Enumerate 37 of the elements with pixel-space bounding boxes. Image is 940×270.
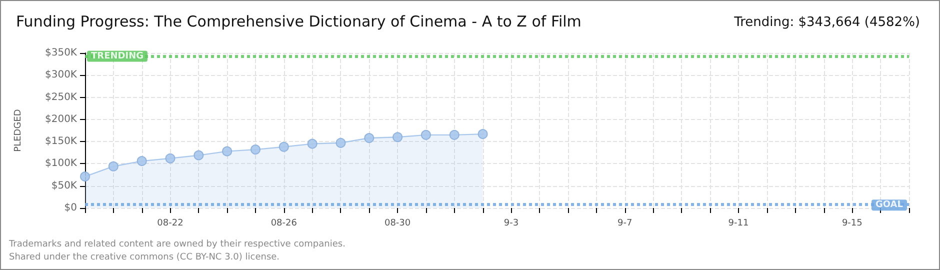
ref-line-label: GOAL bbox=[876, 200, 904, 210]
point bbox=[194, 150, 204, 160]
y-tick-label: $250K bbox=[44, 92, 78, 103]
chart-title: Funding Progress: The Comprehensive Dictionary of Cinema - A to Z of Film bbox=[16, 12, 582, 30]
y-tick-label: $0 bbox=[64, 202, 77, 214]
point bbox=[222, 146, 232, 156]
chart-subtitle: Trending: $343,664 (4582%) bbox=[733, 15, 920, 30]
x-tick-label: 08-22 bbox=[157, 218, 184, 228]
point bbox=[478, 129, 488, 140]
y-tick-label: $100K bbox=[44, 158, 78, 170]
x-tick-label: 9-7 bbox=[618, 218, 632, 228]
point bbox=[420, 130, 431, 140]
text: Trademarks and related content are owned by their respective companies. bbox=[8, 240, 346, 250]
point bbox=[278, 142, 289, 152]
point bbox=[80, 172, 90, 182]
point bbox=[392, 132, 403, 142]
point bbox=[108, 161, 118, 172]
text: Shared under the creative commons (CC BY-NC 3.0) license. bbox=[9, 252, 280, 262]
point bbox=[307, 138, 318, 149]
x-tick-label: 08-30 bbox=[384, 218, 411, 228]
y-tick-label: $350K bbox=[44, 48, 78, 58]
point bbox=[136, 156, 147, 166]
point bbox=[250, 144, 260, 155]
x-tick-label: 9-3 bbox=[504, 218, 519, 228]
point bbox=[449, 130, 460, 140]
y-tick-label: $150K bbox=[44, 136, 78, 148]
point bbox=[165, 153, 176, 164]
y-tick-label: $200K bbox=[44, 114, 78, 125]
x-tick-label: 9-15 bbox=[842, 218, 862, 228]
point bbox=[364, 133, 374, 144]
y-axis-title: PLEDGED bbox=[14, 109, 24, 152]
y-tick-label: $300K bbox=[44, 70, 78, 81]
point bbox=[336, 138, 346, 148]
x-tick-label: 9-11 bbox=[728, 218, 749, 228]
x-tick-label: 08-26 bbox=[270, 218, 298, 228]
ref-line-label: TRENDING bbox=[91, 51, 144, 62]
y-tick-label: $50K bbox=[51, 180, 78, 192]
